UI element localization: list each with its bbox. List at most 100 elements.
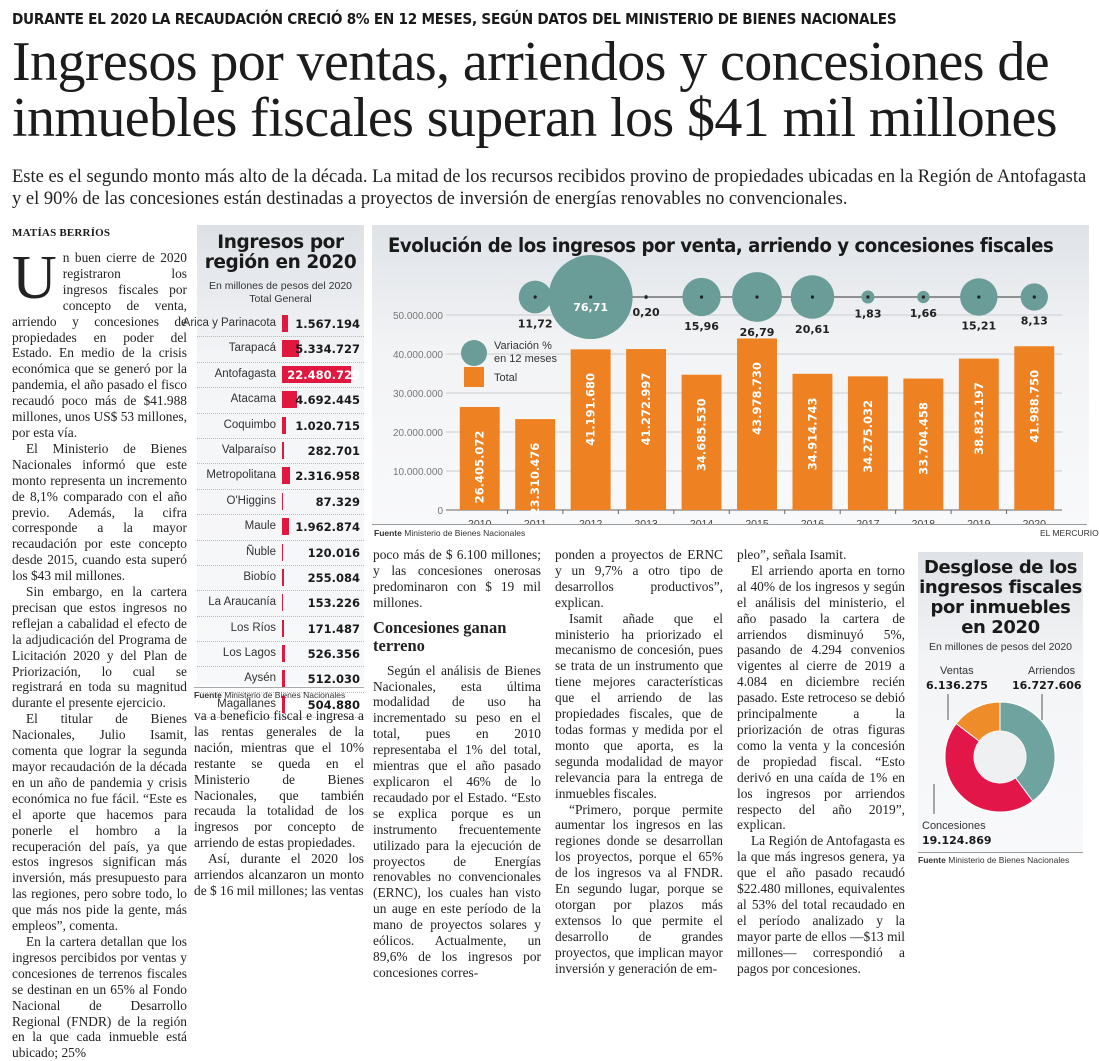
- bar-value-label: 23.310.476: [528, 443, 542, 516]
- region-value: 512.030: [307, 672, 360, 687]
- paragraph: Así, durante el 2020 los arriendos alcan…: [194, 851, 364, 898]
- variation-label: 15,21: [961, 320, 996, 333]
- paragraph: poco más de $ 6.100 millones; y las conc…: [373, 547, 541, 610]
- ventas-label: Ventas: [940, 665, 974, 677]
- variation-label: 11,72: [518, 317, 553, 330]
- x-tick-label: 2015: [745, 518, 769, 525]
- bar-value-label: 34.914.743: [805, 397, 819, 470]
- paragraph: Sin embargo, en la cartera precisan que …: [12, 584, 187, 711]
- region-name: Aysén: [244, 672, 276, 685]
- bar-2015: [737, 338, 777, 510]
- chart-title: Evolución de los ingresos por venta, arr…: [388, 234, 1054, 257]
- region-name: Atacama: [230, 393, 276, 406]
- divider: [372, 524, 1087, 525]
- article-column-3: poco más de $ 6.100 millones; y las conc…: [373, 547, 541, 981]
- region-row: Aysén 512.030: [197, 667, 364, 693]
- region-value: 120.016: [307, 545, 360, 560]
- region-row: Maule 1.962.874: [197, 515, 364, 541]
- region-bar: [282, 518, 289, 536]
- region-row: Biobío 255.084: [197, 566, 364, 592]
- bar-2019: [958, 358, 999, 510]
- chart-credit: EL MERCURIO: [1040, 528, 1099, 538]
- region-value: 1.962.874: [295, 520, 360, 535]
- bar-2018: [903, 378, 944, 510]
- bar-2010: [459, 407, 500, 510]
- variation-label: 15,96: [684, 320, 719, 333]
- x-tick-label: 2017: [856, 518, 880, 525]
- region-chart-subtitle: En millones de pesos del 2020 Total Gener…: [208, 280, 352, 305]
- income-breakdown-chart: Desglose de los ingresos fiscales por in…: [918, 552, 1083, 852]
- region-value: 87.329: [315, 494, 360, 509]
- region-bar: [282, 416, 287, 434]
- region-value: 22.480.729: [287, 367, 360, 382]
- region-row: Coquimbo 1.020.715: [197, 414, 364, 439]
- region-value: 282.701: [307, 443, 360, 458]
- region-name: Biobío: [243, 570, 276, 583]
- bar-value-label: 38.832.197: [972, 382, 986, 455]
- drop-cap: U: [12, 244, 57, 312]
- donut-hole: [974, 731, 1026, 783]
- region-bar: [282, 619, 284, 637]
- region-name: Los Lagos: [222, 647, 276, 660]
- region-row: Antofagasta 22.480.729: [197, 363, 364, 389]
- region-bar: [282, 568, 284, 586]
- x-tick-label: 2010: [468, 518, 492, 525]
- variation-label: 26,79: [740, 326, 775, 339]
- region-value: 1.567.194: [295, 317, 360, 331]
- region-name: Los Ríos: [230, 621, 276, 634]
- y-tick-label: 40.000.000: [393, 350, 443, 361]
- legend-total-label: Total: [494, 372, 517, 384]
- region-row: Atacama 4.692.445: [197, 388, 364, 414]
- paragraph: En la cartera detallan que los ingresos …: [12, 933, 187, 1061]
- y-tick-label: 10.000.000: [393, 467, 443, 478]
- donut-canvas: [933, 694, 1056, 814]
- variation-dot: [921, 295, 925, 299]
- paragraph: va a beneficio fiscal e ingresa a las re…: [194, 708, 364, 851]
- region-value: 255.084: [307, 570, 360, 585]
- paragraph: El arriendo aporta en torno al 40% de lo…: [737, 562, 905, 833]
- region-row: Los Lagos 526.356: [197, 642, 364, 668]
- region-row: O'Higgins 87.329: [197, 490, 364, 516]
- bar-value-label: 41.191.680: [584, 373, 598, 446]
- y-tick-label: 20.000.000: [393, 428, 443, 439]
- region-name: Metropolitana: [206, 469, 276, 482]
- bar-value-label: 34.275.032: [861, 400, 875, 473]
- region-name: Tarapacá: [228, 342, 276, 355]
- region-row: Valparaíso 282.701: [197, 439, 364, 465]
- region-value: 171.487: [307, 621, 360, 636]
- bar-value-label: 41.988.750: [1027, 370, 1041, 443]
- region-bar: [282, 695, 285, 713]
- paragraph: Según el análisis de Bienes Nacionales, …: [373, 662, 541, 980]
- variation-label: 1,66: [910, 307, 937, 320]
- variation-label: 20,61: [795, 323, 830, 336]
- region-bar: [282, 391, 298, 409]
- region-bar: [282, 467, 290, 485]
- region-bar: [282, 594, 284, 612]
- region-name: La Araucanía: [208, 596, 276, 609]
- region-row: Arica y Parinacota 1.567.194: [183, 312, 364, 338]
- paragraph: La Región de Antofagasta es la que más i…: [737, 833, 905, 976]
- legend-bubble-icon: [461, 340, 487, 366]
- paragraph: Isamit añade que el ministerio ha priori…: [555, 610, 723, 801]
- bar-2016: [792, 373, 833, 510]
- variation-dot: [755, 295, 759, 299]
- chart-source: Fuente Ministerio de Bienes Nacionales: [374, 528, 526, 538]
- kicker: DURANTE EL 2020 LA RECAUDACIÓN CRECIÓ 8%…: [12, 10, 897, 28]
- bar-value-label: 26.405.072: [473, 431, 487, 504]
- paragraph: pleo”, señala Isamit.: [737, 547, 847, 562]
- x-tick-label: 2012: [579, 518, 603, 525]
- article-column-4: ponden a proyectos de ERNC y un 9,7% a o…: [555, 547, 723, 976]
- bar-2020: [1014, 346, 1055, 510]
- region-row: Ñuble 120.016: [197, 541, 364, 566]
- variation-dot: [977, 295, 981, 299]
- region-value: 153.226: [307, 596, 360, 611]
- region-table: Arica y Parinacota 1.567.194 Tarapacá 5.334…: [183, 312, 364, 719]
- concesiones-label: Concesiones: [922, 820, 986, 832]
- bar-2017: [847, 376, 888, 510]
- region-row: Magallanes 504.880: [197, 693, 364, 719]
- region-bar: [282, 543, 284, 561]
- donut-subtitle: En millones de pesos del 2020: [928, 641, 1072, 653]
- divider: [918, 852, 1083, 853]
- deck: Este es el segundo monto más alto de la …: [12, 167, 1087, 209]
